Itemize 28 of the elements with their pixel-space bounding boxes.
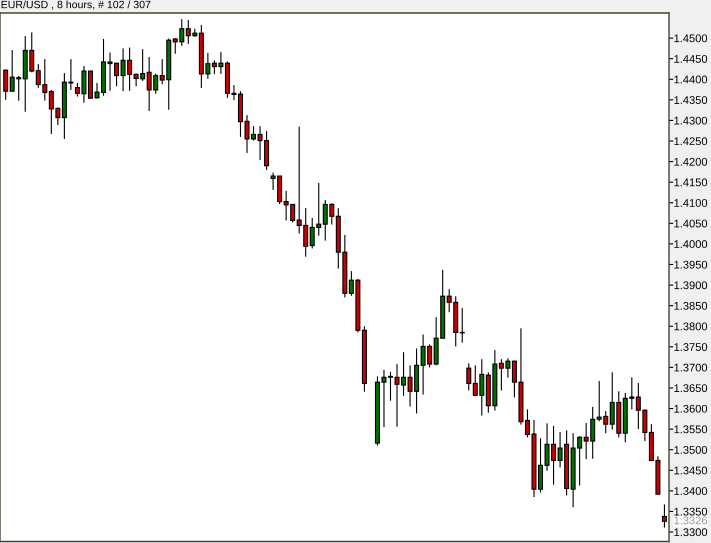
y-tick-label: 1.3350	[674, 508, 708, 516]
y-tick-label: 1.3950	[674, 260, 708, 269]
y-tick-label: 1.4150	[674, 178, 708, 186]
y-tick-label: 1.3600	[674, 404, 708, 413]
y-tick-label: 1.4300	[674, 116, 708, 125]
y-tick-label: 1.4200	[674, 158, 708, 166]
y-tick-label: 1.4250	[674, 137, 708, 146]
y-tick-label: 1.3650	[674, 384, 708, 392]
y-tick-label: 1.3300	[674, 528, 708, 536]
text: 1.3326	[674, 516, 708, 524]
y-tick-label: 1.3800	[674, 322, 708, 330]
y-tick-label: 1.4500	[674, 34, 708, 42]
y-tick-label: 1.3450	[674, 466, 708, 474]
y-tick-label: 1.3500	[674, 446, 708, 454]
y-tick-label: 1.4400	[674, 76, 708, 84]
y-tick-label: 1.3900	[674, 281, 708, 290]
candlestick	[662, 504, 667, 528]
y-tick-label: 1.3550	[674, 425, 708, 434]
y-tick-label: 1.4450	[674, 54, 708, 63]
y-tick-label: 1.3700	[674, 364, 708, 372]
y-tick-label: 1.3400	[674, 487, 708, 496]
y-tick-label: 1.4100	[674, 199, 708, 207]
y-tick-label: 1.3850	[674, 302, 708, 310]
y-tick-label: 1.4000	[674, 240, 708, 248]
y-tick-label: 1.4050	[674, 220, 708, 228]
y-tick-label: 1.3750	[674, 343, 708, 351]
y-tick-label: 1.4350	[674, 96, 708, 104]
chart-title: EUR/USD , 8 hours, # 102 / 307	[2, 0, 150, 10]
